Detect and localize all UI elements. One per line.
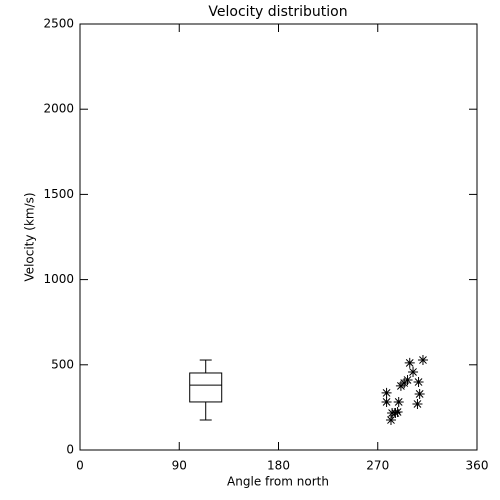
y-tick-label: 2500: [43, 17, 74, 31]
scatter-point: [414, 388, 425, 399]
scatter-point: [381, 387, 392, 398]
x-tick-label: 0: [76, 459, 84, 473]
scatter-point: [404, 357, 415, 368]
scatter-point: [413, 377, 424, 388]
scatter-point: [392, 407, 403, 418]
y-tick-label: 500: [51, 357, 74, 371]
x-tick-label: 180: [267, 459, 290, 473]
scatter-point: [381, 396, 392, 407]
y-axis-label: Velocity (km/s): [23, 192, 37, 281]
scatter-point: [387, 408, 398, 419]
scatter-point: [385, 415, 396, 426]
x-tick-label: 270: [366, 459, 389, 473]
y-tick-label: 2000: [43, 102, 74, 116]
y-tick-label: 1000: [43, 272, 74, 286]
x-tick-label: 360: [466, 459, 489, 473]
scatter-point: [412, 398, 423, 409]
x-axis-label: Angle from north: [227, 475, 329, 489]
y-tick-label: 1500: [43, 187, 74, 201]
y-tick-label: 0: [66, 443, 74, 457]
chart-title: Velocity distribution: [208, 4, 347, 20]
scatter-point: [393, 396, 404, 407]
scatter-point: [395, 380, 406, 391]
scatter-point: [417, 355, 428, 366]
scatter-point: [408, 366, 419, 377]
x-tick-label: 90: [172, 459, 187, 473]
